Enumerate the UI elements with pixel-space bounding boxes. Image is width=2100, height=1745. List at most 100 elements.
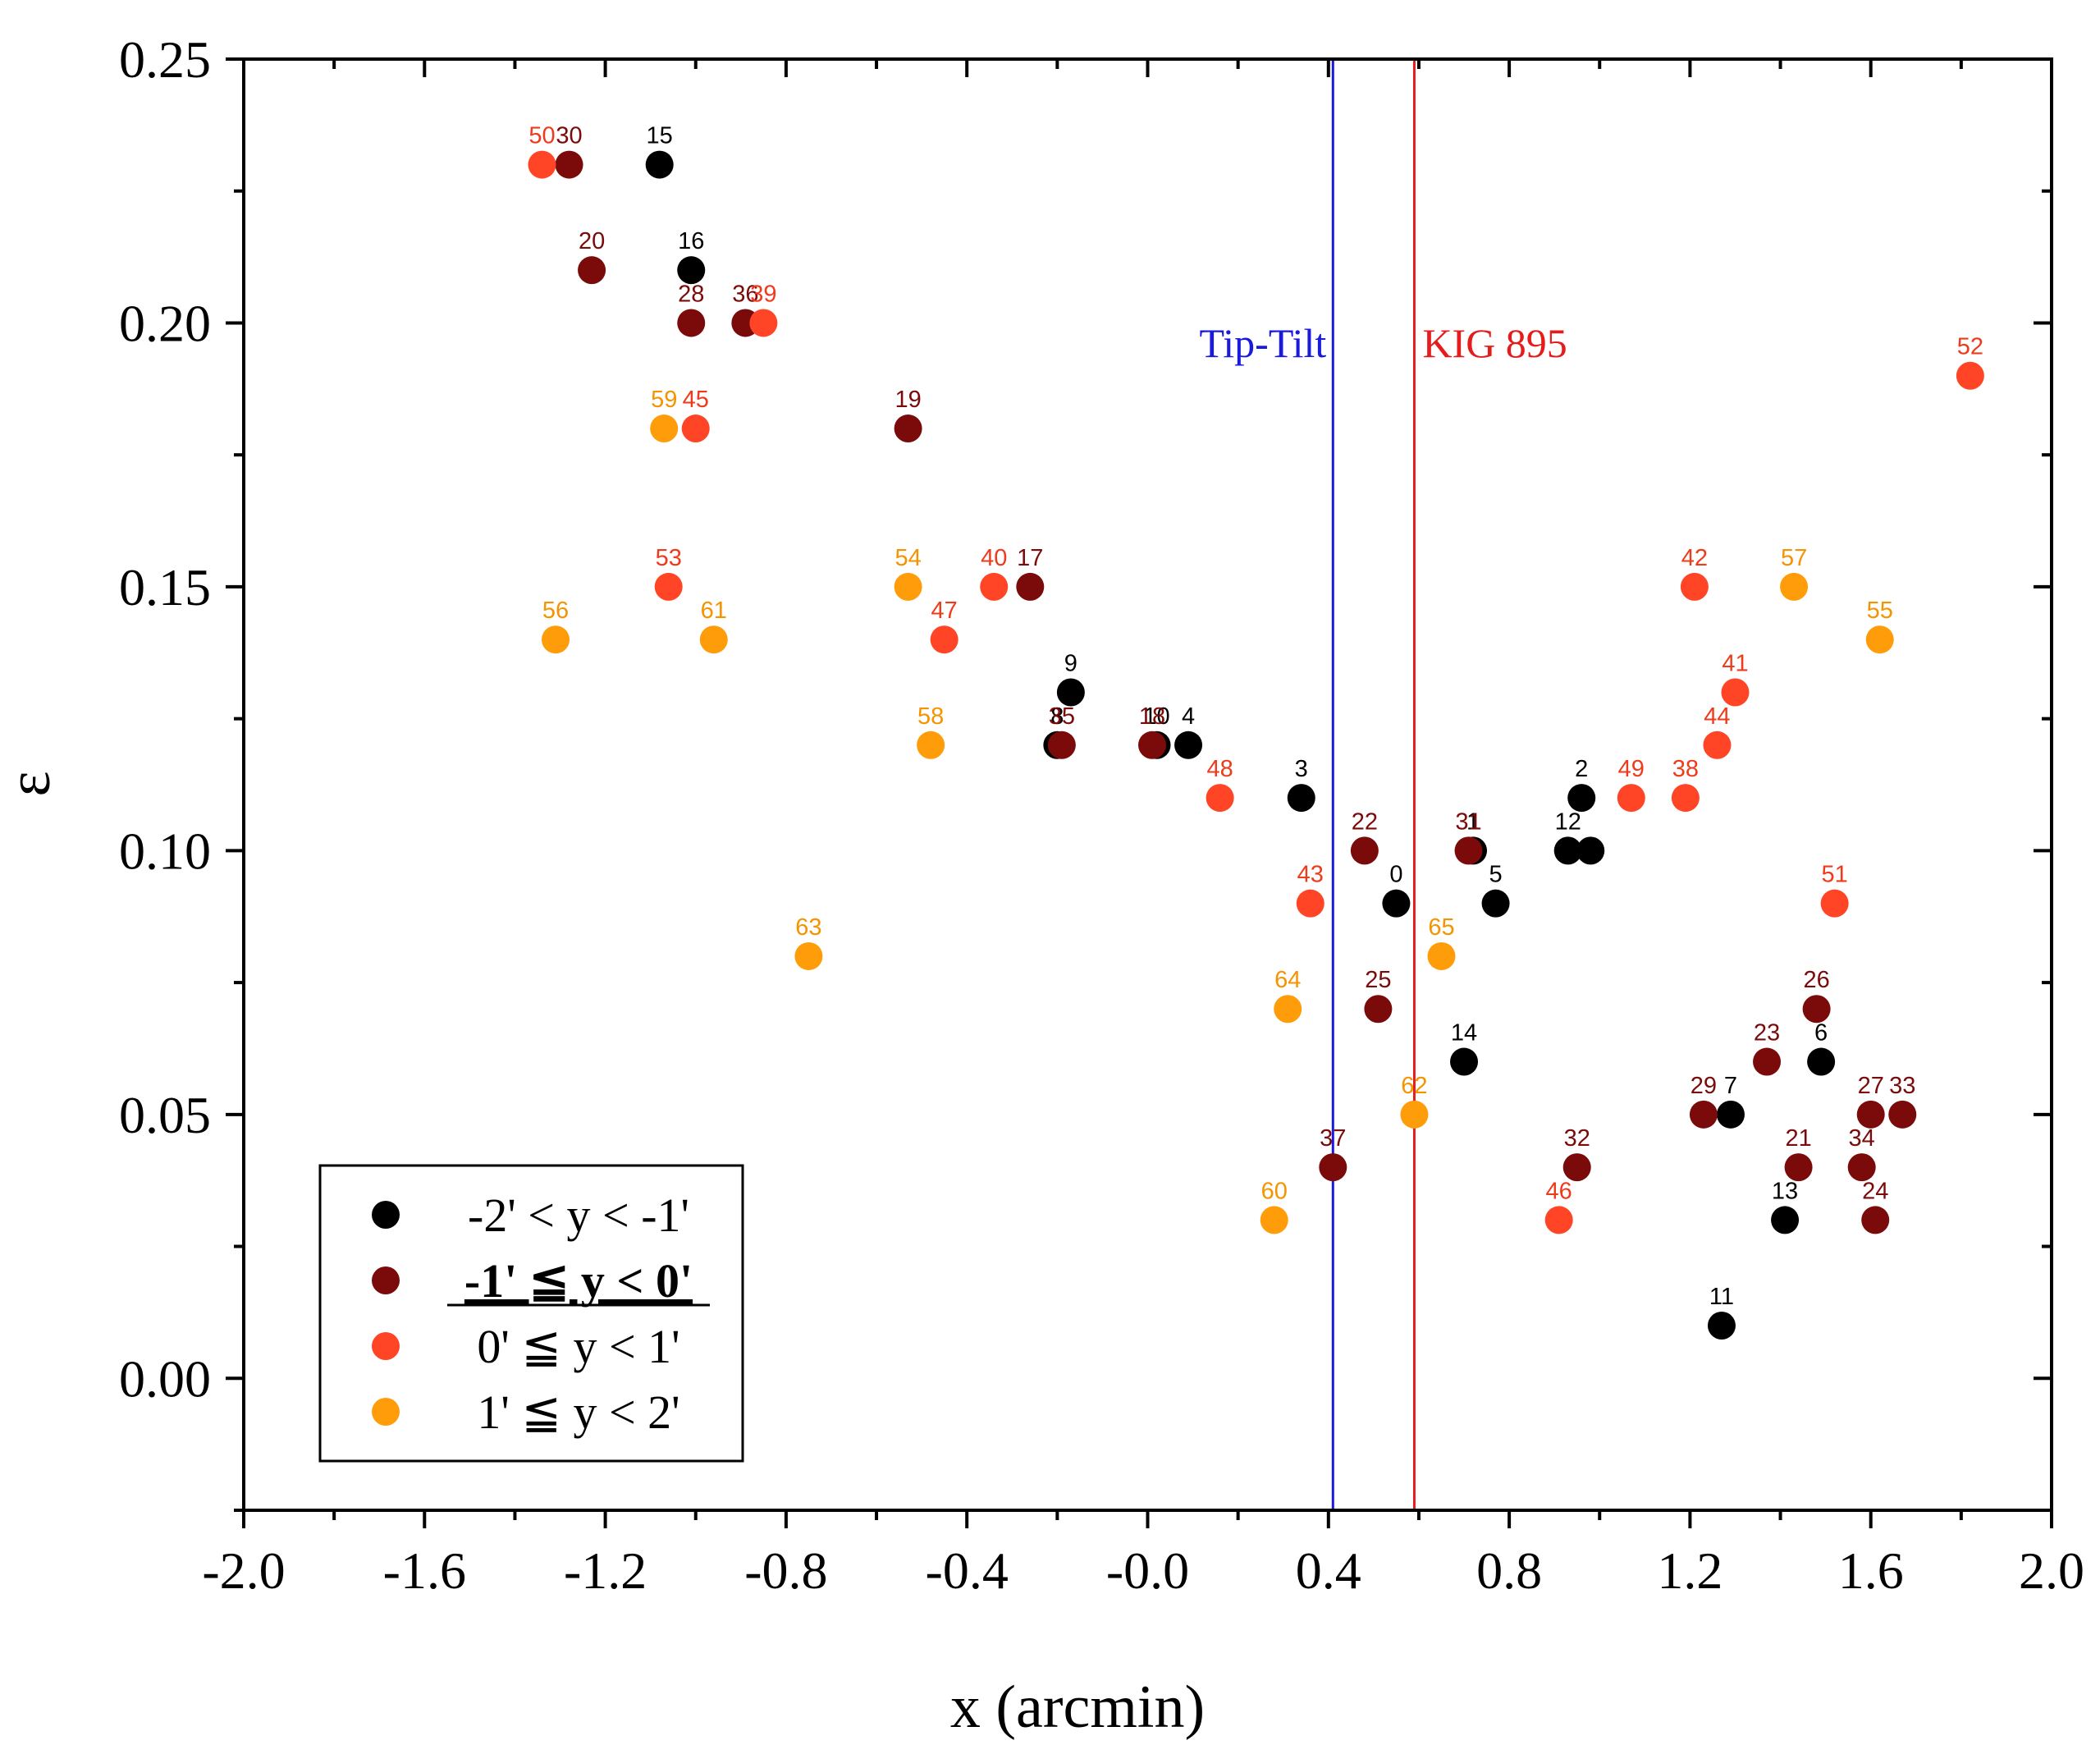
point-14 — [1450, 1047, 1479, 1076]
point-32 — [1562, 1153, 1591, 1182]
point-34 — [1847, 1153, 1876, 1182]
point-label-22: 22 — [1352, 808, 1378, 835]
point-label-5: 5 — [1489, 862, 1503, 888]
point-39 — [749, 309, 778, 337]
x-tick-label: 0.8 — [1476, 1541, 1542, 1600]
y-tick-label: 0.25 — [119, 30, 211, 89]
point-label-47: 47 — [931, 598, 958, 624]
point-21 — [1784, 1153, 1813, 1182]
point-label-43: 43 — [1297, 862, 1324, 888]
point-60 — [1260, 1206, 1288, 1234]
point-label-32: 32 — [1564, 1125, 1590, 1152]
point-label-6: 6 — [1814, 1020, 1828, 1047]
legend-marker — [372, 1201, 400, 1229]
point-label-3: 3 — [1295, 756, 1308, 782]
point-61 — [699, 625, 728, 654]
point-label-50: 50 — [528, 123, 555, 149]
point-13 — [1771, 1206, 1800, 1234]
point-54 — [894, 572, 922, 601]
point-26 — [1802, 995, 1831, 1024]
point-label-23: 23 — [1754, 1020, 1780, 1047]
x-tick-label: -1.6 — [383, 1541, 466, 1600]
point-49 — [1617, 784, 1645, 813]
point-12b — [1576, 836, 1605, 865]
point-11 — [1707, 1311, 1736, 1340]
point-label-56: 56 — [542, 598, 569, 624]
point-label-53: 53 — [656, 545, 682, 571]
point-label-27: 27 — [1858, 1073, 1884, 1099]
point-64 — [1274, 995, 1302, 1024]
point-label-9: 9 — [1064, 650, 1077, 676]
legend-marker — [372, 1398, 400, 1426]
point-label-36: 36 — [732, 281, 758, 307]
point-label-21: 21 — [1785, 1125, 1811, 1152]
x-tick-label: -0.8 — [744, 1541, 827, 1600]
point-label-25: 25 — [1365, 967, 1391, 993]
point-6 — [1807, 1047, 1836, 1076]
point-label-17: 17 — [1017, 545, 1043, 571]
point-label-58: 58 — [917, 703, 944, 730]
point-0 — [1382, 889, 1411, 918]
point-48 — [1206, 784, 1234, 813]
point-4 — [1174, 731, 1203, 759]
legend-label: 1' ≦ y < 2' — [477, 1385, 679, 1439]
point-53 — [654, 572, 683, 601]
point-label-10: 10 — [1143, 703, 1169, 730]
point-label-2: 2 — [1575, 756, 1588, 782]
x-tick-label: -0.0 — [1106, 1541, 1189, 1600]
point-3 — [1287, 784, 1315, 813]
legend: -2' < y < -1' -1' ≦ y < 0' 0' ≦ y < 1' 1' ≦… — [318, 1164, 744, 1463]
x-tick-label: -1.2 — [564, 1541, 647, 1600]
point-38 — [1671, 784, 1700, 813]
point-label-40: 40 — [981, 545, 1007, 571]
point-label-48: 48 — [1206, 756, 1233, 782]
point-label-46: 46 — [1546, 1178, 1572, 1204]
point-label-37: 37 — [1320, 1125, 1346, 1152]
legend-label: -2' < y < -1' — [468, 1189, 689, 1242]
point-5 — [1481, 889, 1510, 918]
point-label-65: 65 — [1428, 914, 1454, 941]
point-15 — [645, 150, 674, 179]
x-tick-label: 1.6 — [1838, 1541, 1904, 1600]
point-label-13: 13 — [1772, 1178, 1798, 1204]
x-tick-label: 0.4 — [1296, 1541, 1361, 1600]
vline-label-tip-tilt: Tip-Tilt — [1200, 320, 1327, 366]
axes: -2.0 -1.6 -1.2 -0.8 -0.4 -0.0 0.4 0.8 1.2 1.6 2.0 0… — [119, 30, 2084, 1600]
point-label-12: 12 — [1555, 808, 1581, 835]
point-label-41: 41 — [1722, 650, 1748, 676]
point-7 — [1716, 1100, 1745, 1129]
point-41 — [1721, 678, 1750, 707]
y-tick-label: 0.00 — [119, 1349, 211, 1408]
vline-label-kig-895: KIG 895 — [1422, 320, 1567, 366]
point-label-39: 39 — [750, 281, 776, 307]
point-62 — [1400, 1100, 1429, 1129]
point-label-29: 29 — [1691, 1073, 1717, 1099]
point-56 — [542, 625, 570, 654]
point-65 — [1427, 941, 1456, 970]
point-label-28: 28 — [678, 281, 704, 307]
y-tick-label: 0.20 — [119, 294, 211, 352]
point-label-26: 26 — [1803, 967, 1829, 993]
point-label-57: 57 — [1781, 545, 1807, 571]
point-33 — [1888, 1100, 1917, 1129]
point-label-31: 31 — [1455, 808, 1481, 835]
point-57 — [1780, 572, 1809, 601]
point-27 — [1856, 1100, 1885, 1129]
point-40 — [980, 572, 1009, 601]
point-label-4: 4 — [1182, 703, 1195, 730]
point-52 — [1956, 361, 1984, 390]
point-25 — [1364, 995, 1393, 1024]
point-label-63: 63 — [795, 914, 821, 941]
point-label-24: 24 — [1862, 1178, 1888, 1204]
point-label-45: 45 — [683, 387, 709, 413]
point-label-19: 19 — [894, 387, 921, 413]
point-43 — [1296, 889, 1325, 918]
legend-label: 0' ≦ y < 1' — [477, 1320, 679, 1373]
legend-label: -1' ≦ y < 0' — [464, 1254, 693, 1308]
point-47 — [930, 625, 958, 654]
point-19 — [894, 414, 922, 443]
point-42 — [1680, 572, 1709, 601]
point-label-51: 51 — [1822, 862, 1848, 888]
point-label-15: 15 — [647, 123, 673, 149]
